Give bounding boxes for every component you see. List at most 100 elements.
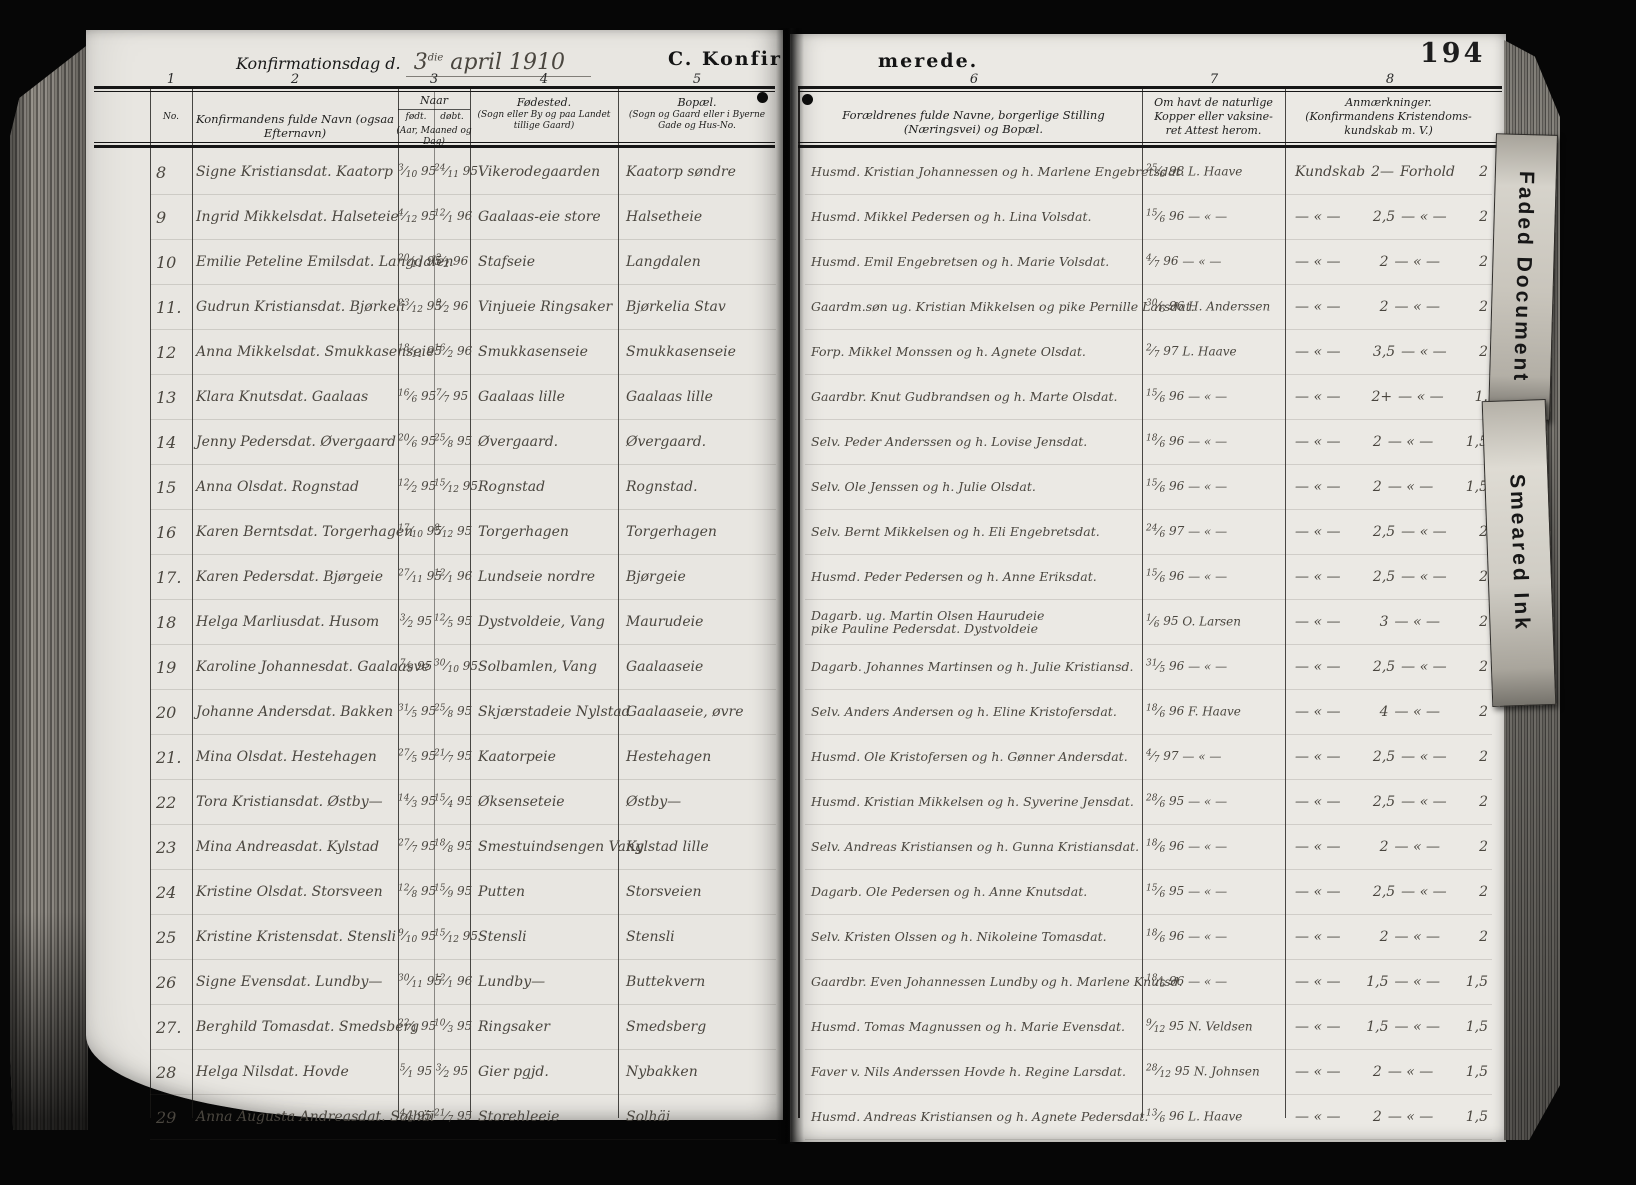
record-vaccination: 15⁄6 96 — « —	[1146, 208, 1228, 226]
record-row-right: Selv. Anders Andersen og h. Eline Kristo…	[805, 690, 1492, 735]
record-birthplace: Gaalaas-eie store	[478, 209, 601, 225]
record-row-right: Husmd. Mikkel Pedersen og h. Lina Volsda…	[805, 195, 1492, 240]
table-line	[470, 86, 471, 1118]
remarks-ditto: — « —	[1401, 524, 1447, 540]
record-parents: Selv. Kristen Olssen og h. Nikoleine Tom…	[811, 929, 1107, 945]
record-row-right: Husmd. Andreas Kristiansen og h. Agnete …	[805, 1095, 1492, 1140]
when-subrule	[398, 109, 470, 110]
remarks-ditto: — « —	[1295, 614, 1341, 630]
record-name: Karoline Johannesdat. Gaalaasve	[196, 659, 430, 675]
record-knowledge-grade: 2	[1379, 299, 1389, 315]
record-no: 16	[156, 522, 177, 542]
record-vaccination: 9⁄12 95 N. Veldsen	[1146, 1018, 1253, 1036]
record-remarks: — « — 1,5 — « — 1,5	[1285, 1019, 1492, 1035]
remarks-ditto: — « —	[1401, 794, 1447, 810]
page-fold-line	[798, 86, 800, 1118]
record-residence: Langdalen	[626, 254, 701, 270]
record-birthplace: Putten	[478, 884, 525, 900]
remarks-ditto: — « —	[1401, 884, 1447, 900]
record-parents: Selv. Andreas Kristiansen og h. Gunna Kr…	[811, 839, 1140, 855]
record-parents: Selv. Anders Andersen og h. Eline Kristo…	[811, 704, 1117, 720]
tab-smeared-ink-label: Smeared Ink	[1505, 473, 1534, 633]
record-vaccination: 28⁄6 95 — « —	[1146, 793, 1228, 811]
column-number-6: 6	[969, 72, 979, 87]
record-born-date: 20⁄11 95	[398, 253, 443, 271]
record-row-right: Husmd. Ole Kristofersen og h. Gønner And…	[805, 735, 1492, 780]
record-name: Anna Mikkelsdat. Smukkasenseie	[196, 344, 435, 360]
record-row-right: Selv. Bernt Mikkelsen og h. Eli Engebret…	[805, 510, 1492, 555]
record-vaccination: 15⁄6 96 — « —	[1146, 478, 1228, 496]
column-number-8: 8	[1385, 72, 1395, 87]
record-conduct-grade: 2	[1479, 659, 1488, 675]
remarks-ditto: — « —	[1295, 389, 1341, 405]
record-row-left: 26 Signe Evensdat. Lundby— 30⁄11 95 12⁄1 96…	[150, 960, 776, 1005]
remarks-ditto: — « —	[1295, 974, 1341, 990]
record-name: Anna Augusta Andreasdat. Solhäi	[196, 1109, 435, 1125]
record-remarks: — « — 2 — « — 1,5	[1285, 479, 1492, 495]
record-conduct-grade: 2	[1479, 884, 1488, 900]
remarks-ditto: — « —	[1295, 299, 1341, 315]
record-row-left: 17. Karen Pedersdat. Bjørgeie 27⁄11 95 12⁄1…	[150, 555, 776, 600]
record-baptized-date: 12⁄1 96	[434, 568, 473, 586]
record-parents-line: pike Pauline Pedersdat. Dystvoldeie	[811, 621, 1039, 636]
record-knowledge-grade: 2	[1372, 1109, 1382, 1125]
record-name: Helga Nilsdat. Hovde	[196, 1064, 349, 1080]
record-born-date: 27⁄5 95	[398, 748, 437, 766]
record-parents: Forp. Mikkel Monssen og h. Agnete Olsdat…	[811, 344, 1086, 360]
record-remarks: — « — 2 — « — 2	[1285, 839, 1492, 855]
table-line	[1142, 86, 1143, 1118]
remarks-ditto: — « —	[1398, 389, 1444, 405]
record-remarks: — « — 2,5 — « — 2	[1285, 884, 1492, 900]
column-number-3: 3	[429, 72, 439, 87]
record-vaccination: 28⁄12 95 N. Johnsen	[1146, 1063, 1260, 1081]
remarks-ditto: — « —	[1295, 479, 1341, 495]
record-name: Helga Marliusdat. Husom	[196, 614, 380, 630]
record-no: 8	[156, 162, 167, 182]
record-birthplace: Gier pgjd.	[478, 1064, 549, 1080]
record-born-date: 5⁄1 95	[399, 1063, 433, 1081]
record-parents: Gaardbr. Even Johannessen Lundby og h. M…	[811, 974, 1183, 990]
record-vaccination: 4⁄7 97 — « —	[1146, 748, 1222, 766]
record-born-date: 27⁄11 95	[398, 568, 443, 586]
record-baptized-date: 10⁄3 95	[434, 1018, 473, 1036]
record-row-left: 11. Gudrun Kristiansdat. Bjørkeli 23⁄12 95…	[150, 285, 776, 330]
record-name: Johanne Andersdat. Bakken	[196, 704, 394, 720]
remarks-ditto: — « —	[1295, 1019, 1341, 1035]
record-knowledge-grade: 2	[1372, 1064, 1382, 1080]
record-no: 17.	[156, 567, 182, 587]
record-baptized-date: 24⁄11 95	[434, 163, 479, 181]
record-parents: Husmd. Emil Engebretsen og h. Marie Vols…	[811, 254, 1110, 270]
record-name: Kristine Kristensdat. Stensli	[196, 929, 397, 945]
record-name: Kristine Olsdat. Storsveen	[196, 884, 383, 900]
record-conduct-grade: 2	[1479, 164, 1488, 180]
record-remarks: — « — 2 — « — 1,5	[1285, 1109, 1492, 1125]
header-bottom-rule-thin	[798, 142, 1502, 143]
record-conduct-grade: 2	[1479, 569, 1488, 585]
record-name: Berghild Tomasdat. Smedsberg	[196, 1019, 420, 1035]
record-vaccination: 31⁄5 96 — « —	[1146, 658, 1228, 676]
record-no: 13	[156, 387, 177, 407]
record-no: 21.	[156, 747, 182, 767]
confirmation-date-handwritten: 3die april 1910	[405, 50, 592, 77]
record-parents-line: Dagarb. ug. Martin Olsen Haurudeie	[811, 607, 1045, 623]
remarks-ditto: — « —	[1295, 749, 1341, 765]
header-rule-thin	[94, 91, 775, 92]
record-name: Jenny Pedersdat. Øvergaard	[196, 434, 396, 450]
record-row-left: 9 Ingrid Mikkelsdat. Halseteie 4⁄12 95 12⁄1…	[150, 195, 776, 240]
record-row-left: 8 Signe Kristiansdat. Kaatorp 3⁄10 95 24⁄11…	[150, 150, 776, 195]
record-remarks: — « — 2,5 — « — 2	[1285, 794, 1492, 810]
record-conduct-grade: 1,5	[1465, 479, 1488, 495]
header-bottom-rule-thick	[94, 145, 775, 148]
ink-blot	[757, 92, 768, 103]
record-residence: Bjørgeie	[626, 569, 686, 585]
remarks-ditto: — « —	[1394, 704, 1440, 720]
record-name: Mina Olsdat. Hestehagen	[196, 749, 377, 765]
record-row-right: Dagarb. Johannes Martinsen og h. Julie K…	[805, 645, 1492, 690]
record-baptized-date: 25⁄8 95	[434, 703, 473, 721]
col-header-no: No.	[163, 112, 179, 122]
record-name: Ingrid Mikkelsdat. Halseteie	[196, 209, 399, 225]
record-residence: Solhäi	[626, 1109, 671, 1125]
record-birthplace: Lundby—	[478, 974, 546, 990]
record-birthplace: Skjærstadeie Nylstad	[478, 704, 631, 720]
record-row-left: 14 Jenny Pedersdat. Øvergaard 20⁄6 95 25⁄8 …	[150, 420, 776, 465]
